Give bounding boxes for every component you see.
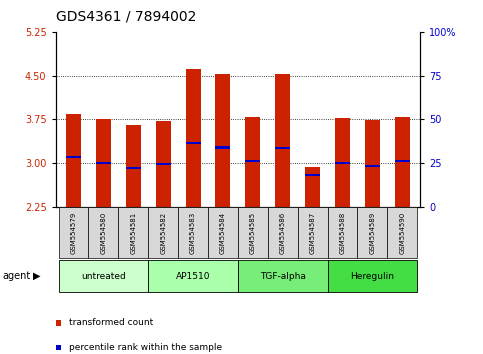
- Text: GSM554585: GSM554585: [250, 212, 256, 254]
- Text: agent: agent: [2, 271, 30, 281]
- Bar: [395, 116, 410, 207]
- Bar: [215, 74, 230, 207]
- Bar: [96, 120, 111, 207]
- Bar: [365, 165, 380, 167]
- Bar: [245, 116, 260, 207]
- Bar: [118, 207, 148, 258]
- Bar: [238, 260, 327, 292]
- Text: GSM554581: GSM554581: [130, 212, 136, 254]
- Bar: [185, 142, 200, 144]
- Bar: [327, 207, 357, 258]
- Bar: [365, 120, 380, 207]
- Text: GSM554588: GSM554588: [340, 212, 345, 254]
- Bar: [66, 114, 81, 207]
- Bar: [208, 207, 238, 258]
- Text: ▶: ▶: [33, 271, 41, 281]
- Bar: [298, 207, 327, 258]
- Bar: [156, 163, 170, 165]
- Bar: [245, 160, 260, 162]
- Text: GSM554584: GSM554584: [220, 212, 226, 254]
- Bar: [395, 160, 410, 162]
- Text: untreated: untreated: [81, 272, 126, 281]
- Bar: [126, 167, 141, 169]
- Bar: [148, 260, 238, 292]
- Bar: [357, 207, 387, 258]
- Bar: [275, 147, 290, 149]
- Bar: [88, 207, 118, 258]
- Bar: [305, 167, 320, 207]
- Bar: [335, 118, 350, 207]
- Text: AP1510: AP1510: [176, 272, 210, 281]
- Text: GSM554590: GSM554590: [399, 212, 405, 254]
- Text: GSM554580: GSM554580: [100, 212, 106, 254]
- Bar: [238, 207, 268, 258]
- Text: GSM554583: GSM554583: [190, 212, 196, 254]
- Bar: [96, 162, 111, 164]
- Bar: [305, 174, 320, 176]
- Bar: [178, 207, 208, 258]
- Text: TGF-alpha: TGF-alpha: [260, 272, 306, 281]
- Bar: [58, 207, 88, 258]
- Bar: [335, 162, 350, 164]
- Bar: [126, 125, 141, 207]
- Text: GSM554582: GSM554582: [160, 212, 166, 254]
- Bar: [327, 260, 417, 292]
- Bar: [156, 121, 170, 207]
- Bar: [275, 74, 290, 207]
- Text: GDS4361 / 7894002: GDS4361 / 7894002: [56, 9, 196, 23]
- Bar: [215, 147, 230, 149]
- Text: GSM554587: GSM554587: [310, 212, 315, 254]
- Bar: [268, 207, 298, 258]
- Text: percentile rank within the sample: percentile rank within the sample: [69, 343, 222, 352]
- Text: Heregulin: Heregulin: [350, 272, 395, 281]
- Bar: [185, 69, 200, 207]
- Text: GSM554586: GSM554586: [280, 212, 286, 254]
- Text: transformed count: transformed count: [69, 318, 153, 327]
- Text: GSM554579: GSM554579: [71, 212, 76, 254]
- Bar: [66, 156, 81, 159]
- Bar: [148, 207, 178, 258]
- Text: GSM554589: GSM554589: [369, 212, 375, 254]
- Bar: [387, 207, 417, 258]
- Bar: [58, 260, 148, 292]
